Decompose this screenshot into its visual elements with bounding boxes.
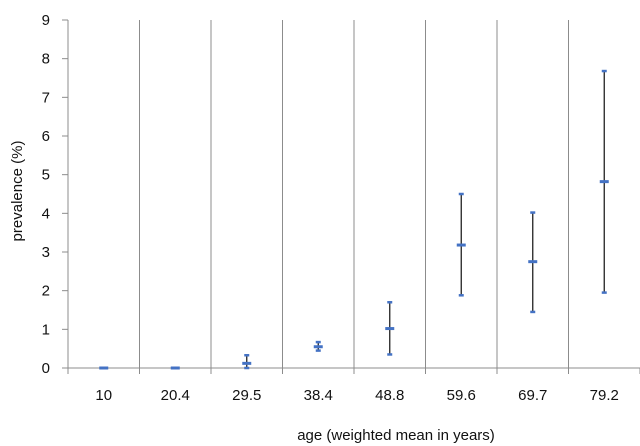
x-tick-label: 10 (95, 387, 112, 404)
y-tick-label: 3 (42, 244, 50, 261)
y-tick-label: 2 (42, 283, 50, 300)
x-tick-labels: 10 20.4 29.5 38.4 48.8 59.6 69.7 79.2 (95, 387, 618, 404)
x-tick-label: 59.6 (447, 387, 476, 404)
y-tick-label: 6 (42, 128, 50, 145)
y-tick-labels: 0 1 2 3 4 5 6 7 8 9 (42, 12, 50, 377)
y-tick-label: 9 (42, 12, 50, 29)
x-tick-label: 69.7 (518, 387, 547, 404)
x-tick-label: 48.8 (375, 387, 404, 404)
y-tick-label: 8 (42, 51, 50, 68)
x-tick-label: 20.4 (161, 387, 190, 404)
y-tick-label: 0 (42, 360, 50, 377)
y-tick-label: 1 (42, 321, 50, 338)
x-axis-label: age (weighted mean in years) (297, 427, 495, 444)
y-axis-label: prevalence (%) (9, 141, 26, 242)
y-tick-label: 5 (42, 167, 50, 184)
category-separators (140, 20, 569, 368)
y-tick-label: 7 (42, 89, 50, 106)
x-tick-label: 29.5 (232, 387, 261, 404)
axes (62, 20, 640, 374)
x-tick-label: 79.2 (590, 387, 619, 404)
x-tick-label: 38.4 (304, 387, 333, 404)
y-tick-label: 4 (42, 205, 50, 222)
